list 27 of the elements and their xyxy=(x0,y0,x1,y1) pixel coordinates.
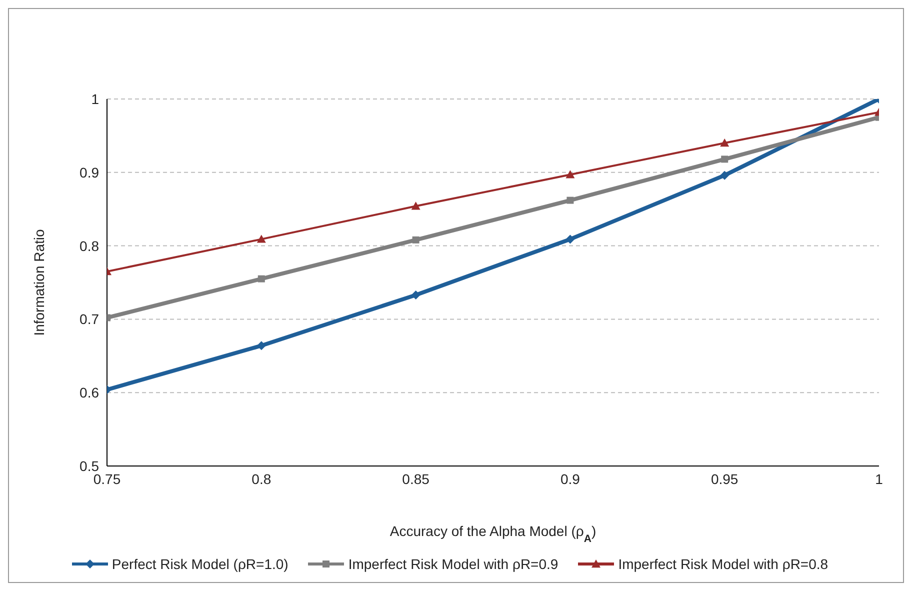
point xyxy=(411,290,420,300)
point xyxy=(258,275,265,282)
y-tick-label: 0.8 xyxy=(80,238,100,254)
point xyxy=(720,170,730,180)
legend-label: Imperfect Risk Model with ρR=0.9 xyxy=(348,556,558,572)
point xyxy=(256,341,266,350)
point xyxy=(412,236,420,244)
y-axis-title: Information Ratio xyxy=(30,228,47,336)
point xyxy=(411,202,420,210)
point xyxy=(256,234,266,243)
y-tick-label: 0.9 xyxy=(80,164,100,180)
x-tick-label: 1 xyxy=(875,470,884,487)
point xyxy=(721,156,728,163)
x-tick-label: 0.9 xyxy=(560,470,580,487)
x-axis-title: Accuracy of the Alpha Model (ρ$_{A}$) xyxy=(390,523,596,545)
point xyxy=(566,234,575,244)
y-tick-label: 0.7 xyxy=(80,311,100,328)
legend-label: Imperfect Risk Model with ρR=0.8 xyxy=(618,556,828,572)
point xyxy=(566,196,574,204)
point xyxy=(720,138,730,147)
y-tick-label: 1 xyxy=(91,90,100,107)
point xyxy=(566,170,575,178)
y-tick-label: 0.6 xyxy=(80,384,100,401)
legend-label: Perfect Risk Model (ρR=1.0) xyxy=(112,556,288,572)
x-tick-label: 0.85 xyxy=(402,470,430,487)
x-tick-label: 0.95 xyxy=(710,470,738,487)
x-tick-label: 0.8 xyxy=(252,470,272,487)
